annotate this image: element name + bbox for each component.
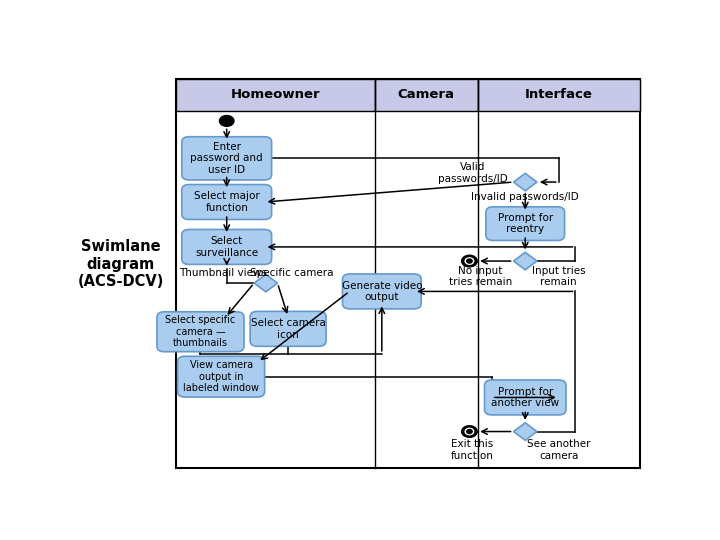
Circle shape [467, 429, 472, 434]
Text: Interface: Interface [525, 89, 593, 102]
Text: View camera
output in
labeled window: View camera output in labeled window [183, 360, 259, 393]
FancyBboxPatch shape [486, 207, 564, 240]
Text: Select camera
icon: Select camera icon [251, 318, 325, 340]
Text: Thumbnail views: Thumbnail views [179, 268, 267, 278]
FancyBboxPatch shape [374, 79, 478, 111]
Text: Prompt for
reentry: Prompt for reentry [498, 213, 553, 234]
Text: Input tries
remain: Input tries remain [532, 266, 585, 287]
Text: Prompt for
another view: Prompt for another view [491, 387, 559, 408]
Circle shape [462, 255, 477, 267]
FancyBboxPatch shape [181, 230, 271, 265]
FancyBboxPatch shape [178, 356, 265, 397]
FancyBboxPatch shape [485, 380, 566, 415]
FancyBboxPatch shape [176, 79, 639, 468]
Polygon shape [513, 173, 537, 191]
Text: Select major
function: Select major function [194, 191, 260, 213]
FancyBboxPatch shape [478, 79, 639, 111]
Text: Homeowner: Homeowner [230, 89, 320, 102]
Text: Camera: Camera [397, 89, 455, 102]
FancyBboxPatch shape [181, 185, 271, 219]
Text: Enter
password and
user ID: Enter password and user ID [190, 142, 263, 175]
Text: Invalid passwords/ID: Invalid passwords/ID [472, 192, 579, 202]
Text: Swimlane
diagram
(ACS-DCV): Swimlane diagram (ACS-DCV) [78, 239, 164, 289]
Polygon shape [513, 423, 537, 440]
Circle shape [465, 258, 474, 264]
Text: Select
surveillance: Select surveillance [195, 236, 258, 258]
Circle shape [220, 116, 234, 126]
Text: Valid
passwords/ID: Valid passwords/ID [438, 162, 508, 184]
Circle shape [465, 428, 474, 435]
Text: Select specific
camera —
thumbnails: Select specific camera — thumbnails [166, 315, 235, 348]
Polygon shape [513, 252, 537, 270]
Text: Exit this
function: Exit this function [451, 439, 494, 461]
FancyBboxPatch shape [157, 312, 244, 352]
Circle shape [462, 426, 477, 437]
Text: Generate video
output: Generate video output [341, 281, 422, 302]
FancyBboxPatch shape [181, 137, 271, 180]
Circle shape [467, 259, 472, 263]
Polygon shape [254, 274, 277, 292]
FancyBboxPatch shape [250, 312, 326, 346]
Text: No input
tries remain: No input tries remain [449, 266, 512, 287]
FancyBboxPatch shape [176, 79, 374, 111]
FancyBboxPatch shape [343, 274, 421, 309]
Text: See another
camera: See another camera [527, 439, 590, 461]
Text: Specific camera: Specific camera [251, 268, 334, 278]
